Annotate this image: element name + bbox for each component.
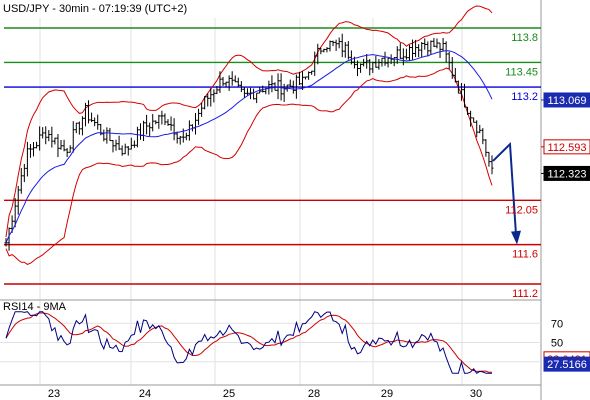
moving-average <box>5 50 493 243</box>
x-tick-label: 29 <box>381 388 393 400</box>
rsi-tick-label: 50 <box>551 338 563 350</box>
level-label: 113.8 <box>511 32 538 44</box>
rsi-title: RSI14 - 9MA <box>3 301 67 313</box>
bollinger-bands <box>5 5 493 265</box>
rsi-tick-label: 70 <box>551 318 563 330</box>
level-label: 113.2 <box>511 91 538 103</box>
axis-labels: 23 24 25 28 29 30 113.8 113.45 113.2 112.05 111.6 1… <box>48 32 590 400</box>
rsi-value-label: 27.5166 <box>547 359 587 371</box>
price-box-label: 112.593 <box>548 142 587 154</box>
x-tick-label: 24 <box>139 388 151 400</box>
price-box-label: 113.069 <box>548 95 587 107</box>
level-label: 112.05 <box>505 204 538 216</box>
forecast-arrow-line <box>492 141 517 235</box>
rsi-ma-line <box>5 312 492 373</box>
bollinger-upper <box>5 5 493 237</box>
moving-average-line <box>5 50 493 243</box>
bollinger-lower <box>5 67 493 265</box>
x-tick-label: 23 <box>48 388 60 400</box>
rsi-value-box <box>543 356 590 372</box>
grid <box>0 0 542 400</box>
rsi-line <box>5 311 492 374</box>
forecast-arrow <box>492 141 521 245</box>
x-tick-label: 25 <box>223 388 235 400</box>
level-label: 111.2 <box>512 288 538 300</box>
forecast-arrow-head <box>511 230 521 245</box>
rsi-panel <box>0 311 541 374</box>
level-label: 113.45 <box>505 66 538 78</box>
x-tick-label: 28 <box>308 388 320 400</box>
chart-title: USD/JPY - 30min - 07:19:39 (UTC+2) <box>3 3 187 15</box>
x-tick-label: 30 <box>470 388 482 400</box>
level-label: 111.6 <box>512 249 538 261</box>
price-box-label: 112.323 <box>548 168 587 180</box>
